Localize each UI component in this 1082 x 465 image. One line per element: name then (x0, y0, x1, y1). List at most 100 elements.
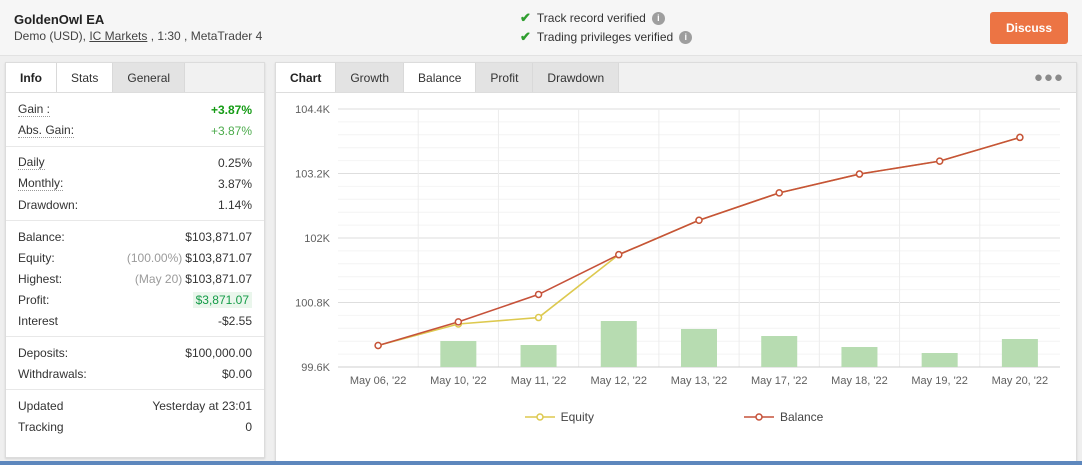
tab-profit[interactable]: Profit (476, 63, 534, 92)
account-info: GoldenOwl EA Demo (USD), IC Markets , 1:… (0, 11, 520, 44)
equity-percent: (100.00%) (126, 250, 183, 265)
stat-row-interest: Interest -$2.55 (6, 310, 264, 331)
tab-drawdown[interactable]: Drawdown (533, 63, 620, 92)
gain-label: Gain : (18, 102, 51, 117)
stat-row-updated: Updated Yesterday at 23:01 (6, 395, 264, 416)
tab-balance[interactable]: Balance (404, 63, 477, 92)
next-section-edge (0, 461, 1082, 465)
tab-general[interactable]: General (113, 63, 186, 92)
stat-row-abs-gain: Abs. Gain: +3.87% (6, 120, 264, 141)
updated-value: Yesterday at 23:01 (152, 398, 252, 413)
equity-value: (100.00%) $103,871.07 (126, 250, 252, 265)
drawdown-label: Drawdown: (18, 197, 79, 212)
interest-value: -$2.55 (217, 313, 252, 328)
monthly-label: Monthly: (18, 176, 64, 191)
tab-growth[interactable]: Growth (336, 63, 405, 92)
legend-item-equity[interactable]: Equity (524, 410, 594, 424)
divider (6, 146, 264, 147)
svg-text:May 12, '22: May 12, '22 (591, 375, 648, 387)
balance-value: $103,871.07 (185, 229, 252, 244)
discuss-button[interactable]: Discuss (989, 11, 1068, 44)
track-record-verified-label: Track record verified (536, 11, 646, 25)
svg-text:May 17, '22: May 17, '22 (751, 375, 808, 387)
stat-row-gain: Gain : +3.87% (6, 99, 264, 120)
withdrawals-value: $0.00 (221, 366, 252, 381)
stat-row-withdrawals: Withdrawals: $0.00 (6, 363, 264, 384)
tracking-value: 0 (245, 419, 252, 434)
highest-value: (May 20) $103,871.07 (134, 271, 252, 286)
svg-text:May 10, '22: May 10, '22 (430, 375, 487, 387)
stat-row-monthly: Monthly: 3.87% (6, 173, 264, 194)
broker-link[interactable]: IC Markets (89, 29, 148, 43)
legend-balance-label: Balance (779, 410, 824, 424)
abs-gain-value: +3.87% (210, 123, 252, 138)
tab-info[interactable]: Info (6, 63, 57, 92)
svg-text:May 11, '22: May 11, '22 (511, 375, 567, 387)
track-record-verified-row: ✔ Track record verified i (520, 10, 990, 26)
balance-line-icon (743, 413, 774, 421)
deposits-label: Deposits: (18, 345, 69, 360)
stats-panel: Info Stats General Gain : +3.87% Abs. Ga… (5, 62, 265, 458)
balance-chart-area: 99.6K 100.8K 102K 103.2K 104.4K May 06, '22 Ma… (276, 93, 1076, 424)
svg-text:104.4K: 104.4K (295, 104, 331, 116)
account-header: GoldenOwl EA Demo (USD), IC Markets , 1:… (0, 0, 1082, 56)
gain-value: +3.87% (210, 102, 252, 117)
equity-label: Equity: (18, 250, 55, 265)
svg-text:99.6K: 99.6K (301, 362, 330, 374)
svg-text:102K: 102K (304, 233, 330, 245)
balance-chart[interactable]: 99.6K 100.8K 102K 103.2K 104.4K May 06, '22 Ma… (278, 97, 1070, 397)
trading-privileges-verified-row: ✔ Trading privileges verified i (520, 29, 990, 45)
info-icon[interactable]: i (651, 11, 665, 25)
withdrawals-label: Withdrawals: (18, 366, 87, 381)
divider (6, 389, 264, 390)
stats-tabbar: Info Stats General (6, 63, 264, 93)
stats-body: Gain : +3.87% Abs. Gain: +3.87% Daily 0.… (6, 93, 264, 437)
svg-text:May 13, '22: May 13, '22 (671, 375, 728, 387)
chart-title-tab: Chart (276, 63, 337, 92)
highest-date: (May 20) (134, 271, 183, 286)
ellipsis-menu-icon[interactable]: ●●● (1033, 69, 1064, 86)
profit-value: $3,871.07 (192, 291, 252, 308)
chart-legend: Equity Balance (278, 410, 1070, 424)
stat-row-equity: Equity: (100.00%) $103,871.07 (6, 247, 264, 268)
balance-label: Balance: (18, 229, 65, 244)
deposits-value: $100,000.00 (185, 345, 252, 360)
profit-label: Profit: (18, 292, 50, 307)
verification-block: ✔ Track record verified i ✔ Trading priv… (520, 10, 990, 45)
stat-row-drawdown: Drawdown: 1.14% (6, 194, 264, 215)
drawdown-value: 1.14% (217, 197, 252, 212)
tracking-label: Tracking (18, 419, 64, 434)
check-icon: ✔ (520, 29, 531, 44)
svg-text:May 18, '22: May 18, '22 (831, 375, 888, 387)
updated-label: Updated (18, 398, 64, 413)
legend-item-balance[interactable]: Balance (743, 410, 824, 424)
account-title: GoldenOwl EA (14, 12, 105, 27)
chart-tabbar: Chart Growth Balance Profit Drawdown ●●● (276, 63, 1076, 93)
svg-text:May 20, '22: May 20, '22 (992, 375, 1049, 387)
stat-row-highest: Highest: (May 20) $103,871.07 (6, 268, 264, 289)
daily-label: Daily (18, 155, 45, 170)
legend-equity-label: Equity (560, 410, 594, 424)
tab-stats[interactable]: Stats (57, 63, 114, 92)
check-icon: ✔ (520, 10, 531, 25)
svg-text:103.2K: 103.2K (295, 169, 331, 181)
svg-text:May 19, '22: May 19, '22 (911, 375, 968, 387)
divider (6, 220, 264, 221)
account-subtitle-suffix: , 1:30 , MetaTrader 4 (147, 29, 263, 43)
equity-line-icon (524, 413, 555, 421)
svg-text:100.8K: 100.8K (295, 298, 331, 310)
info-icon[interactable]: i (679, 30, 693, 44)
monthly-value: 3.87% (217, 176, 252, 191)
stat-row-profit: Profit: $3,871.07 (6, 289, 264, 310)
account-subtitle-prefix: Demo (USD), (14, 29, 90, 43)
account-subtitle: Demo (USD), IC Markets , 1:30 , MetaTrad… (14, 28, 520, 44)
trading-privileges-verified-label: Trading privileges verified (536, 30, 674, 44)
highest-label: Highest: (18, 271, 63, 286)
stat-row-deposits: Deposits: $100,000.00 (6, 342, 264, 363)
stat-row-balance: Balance: $103,871.07 (6, 226, 264, 247)
stat-row-tracking: Tracking 0 (6, 416, 264, 437)
interest-label: Interest (18, 313, 59, 328)
svg-text:May 06, '22: May 06, '22 (350, 375, 407, 387)
chart-panel: Chart Growth Balance Profit Drawdown ●●●… (275, 62, 1077, 462)
abs-gain-label: Abs. Gain: (18, 123, 75, 138)
